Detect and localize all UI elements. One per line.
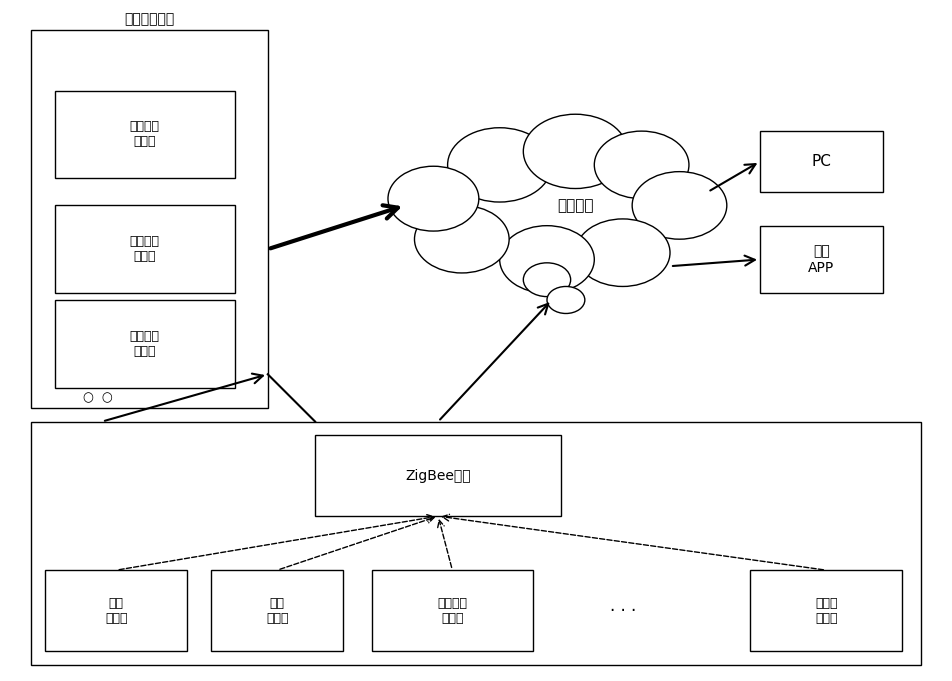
Circle shape (547, 287, 585, 313)
Circle shape (500, 225, 594, 294)
Text: 网络监控
摄像头: 网络监控 摄像头 (129, 236, 160, 264)
Bar (315, 435, 561, 516)
Bar (55, 300, 234, 387)
Circle shape (575, 219, 670, 287)
Bar (760, 225, 883, 294)
Text: PC: PC (811, 154, 831, 169)
Bar (31, 422, 921, 665)
Circle shape (414, 206, 509, 273)
Text: 网络监控
摄像头: 网络监控 摄像头 (129, 121, 160, 148)
Bar (750, 570, 902, 651)
Text: · · ·: · · · (609, 602, 636, 620)
Bar (31, 30, 268, 408)
Circle shape (594, 131, 689, 199)
Text: 人体移动
传感器: 人体移动 传感器 (437, 597, 467, 624)
Text: 网络监控
摄像头: 网络监控 摄像头 (129, 330, 160, 358)
Text: 门磁
传感器: 门磁 传感器 (266, 597, 288, 624)
Circle shape (524, 114, 627, 189)
Bar (55, 91, 234, 178)
Bar (760, 131, 883, 192)
Text: 温湿度
传感器: 温湿度 传感器 (815, 597, 838, 624)
Circle shape (447, 128, 552, 202)
Circle shape (632, 172, 726, 239)
Text: 烟雾
传感器: 烟雾 传感器 (105, 597, 128, 624)
Text: 视频监控网络: 视频监控网络 (125, 12, 174, 27)
Bar (46, 570, 188, 651)
Circle shape (388, 166, 479, 231)
Bar (372, 570, 533, 651)
Text: 手机
APP: 手机 APP (808, 244, 835, 274)
Bar (55, 206, 234, 294)
Circle shape (524, 263, 570, 297)
Text: ○  ○: ○ ○ (83, 392, 112, 405)
Text: 云服务器: 云服务器 (557, 198, 594, 213)
Text: ZigBee网关: ZigBee网关 (406, 469, 471, 483)
Bar (211, 570, 344, 651)
